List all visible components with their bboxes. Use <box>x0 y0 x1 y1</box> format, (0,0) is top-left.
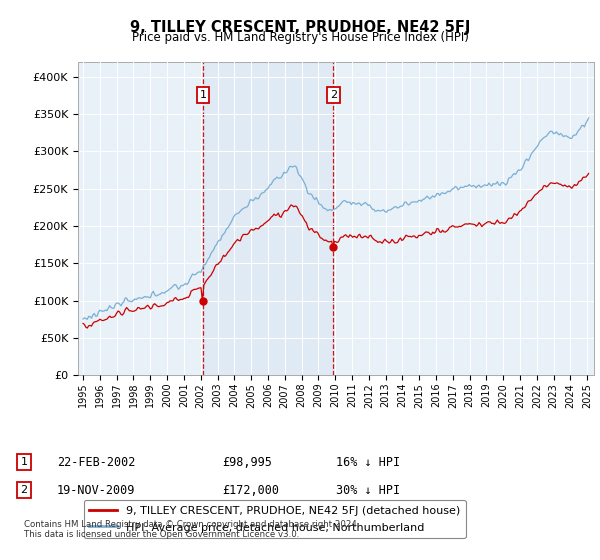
Text: Contains HM Land Registry data © Crown copyright and database right 2024.
This d: Contains HM Land Registry data © Crown c… <box>24 520 359 539</box>
Text: Price paid vs. HM Land Registry's House Price Index (HPI): Price paid vs. HM Land Registry's House … <box>131 31 469 44</box>
Text: 19-NOV-2009: 19-NOV-2009 <box>57 483 136 497</box>
Text: 9, TILLEY CRESCENT, PRUDHOE, NE42 5FJ: 9, TILLEY CRESCENT, PRUDHOE, NE42 5FJ <box>130 20 470 35</box>
Text: 30% ↓ HPI: 30% ↓ HPI <box>336 483 400 497</box>
Bar <box>203 62 334 375</box>
Text: £172,000: £172,000 <box>222 483 279 497</box>
Text: 1: 1 <box>199 90 206 100</box>
Text: 1: 1 <box>20 457 28 467</box>
Text: 22-FEB-2002: 22-FEB-2002 <box>57 455 136 469</box>
Text: 2: 2 <box>330 90 337 100</box>
Text: 2: 2 <box>20 485 28 495</box>
Legend: 9, TILLEY CRESCENT, PRUDHOE, NE42 5FJ (detached house), HPI: Average price, deta: 9, TILLEY CRESCENT, PRUDHOE, NE42 5FJ (d… <box>83 500 466 538</box>
Text: £98,995: £98,995 <box>222 455 272 469</box>
Text: 16% ↓ HPI: 16% ↓ HPI <box>336 455 400 469</box>
